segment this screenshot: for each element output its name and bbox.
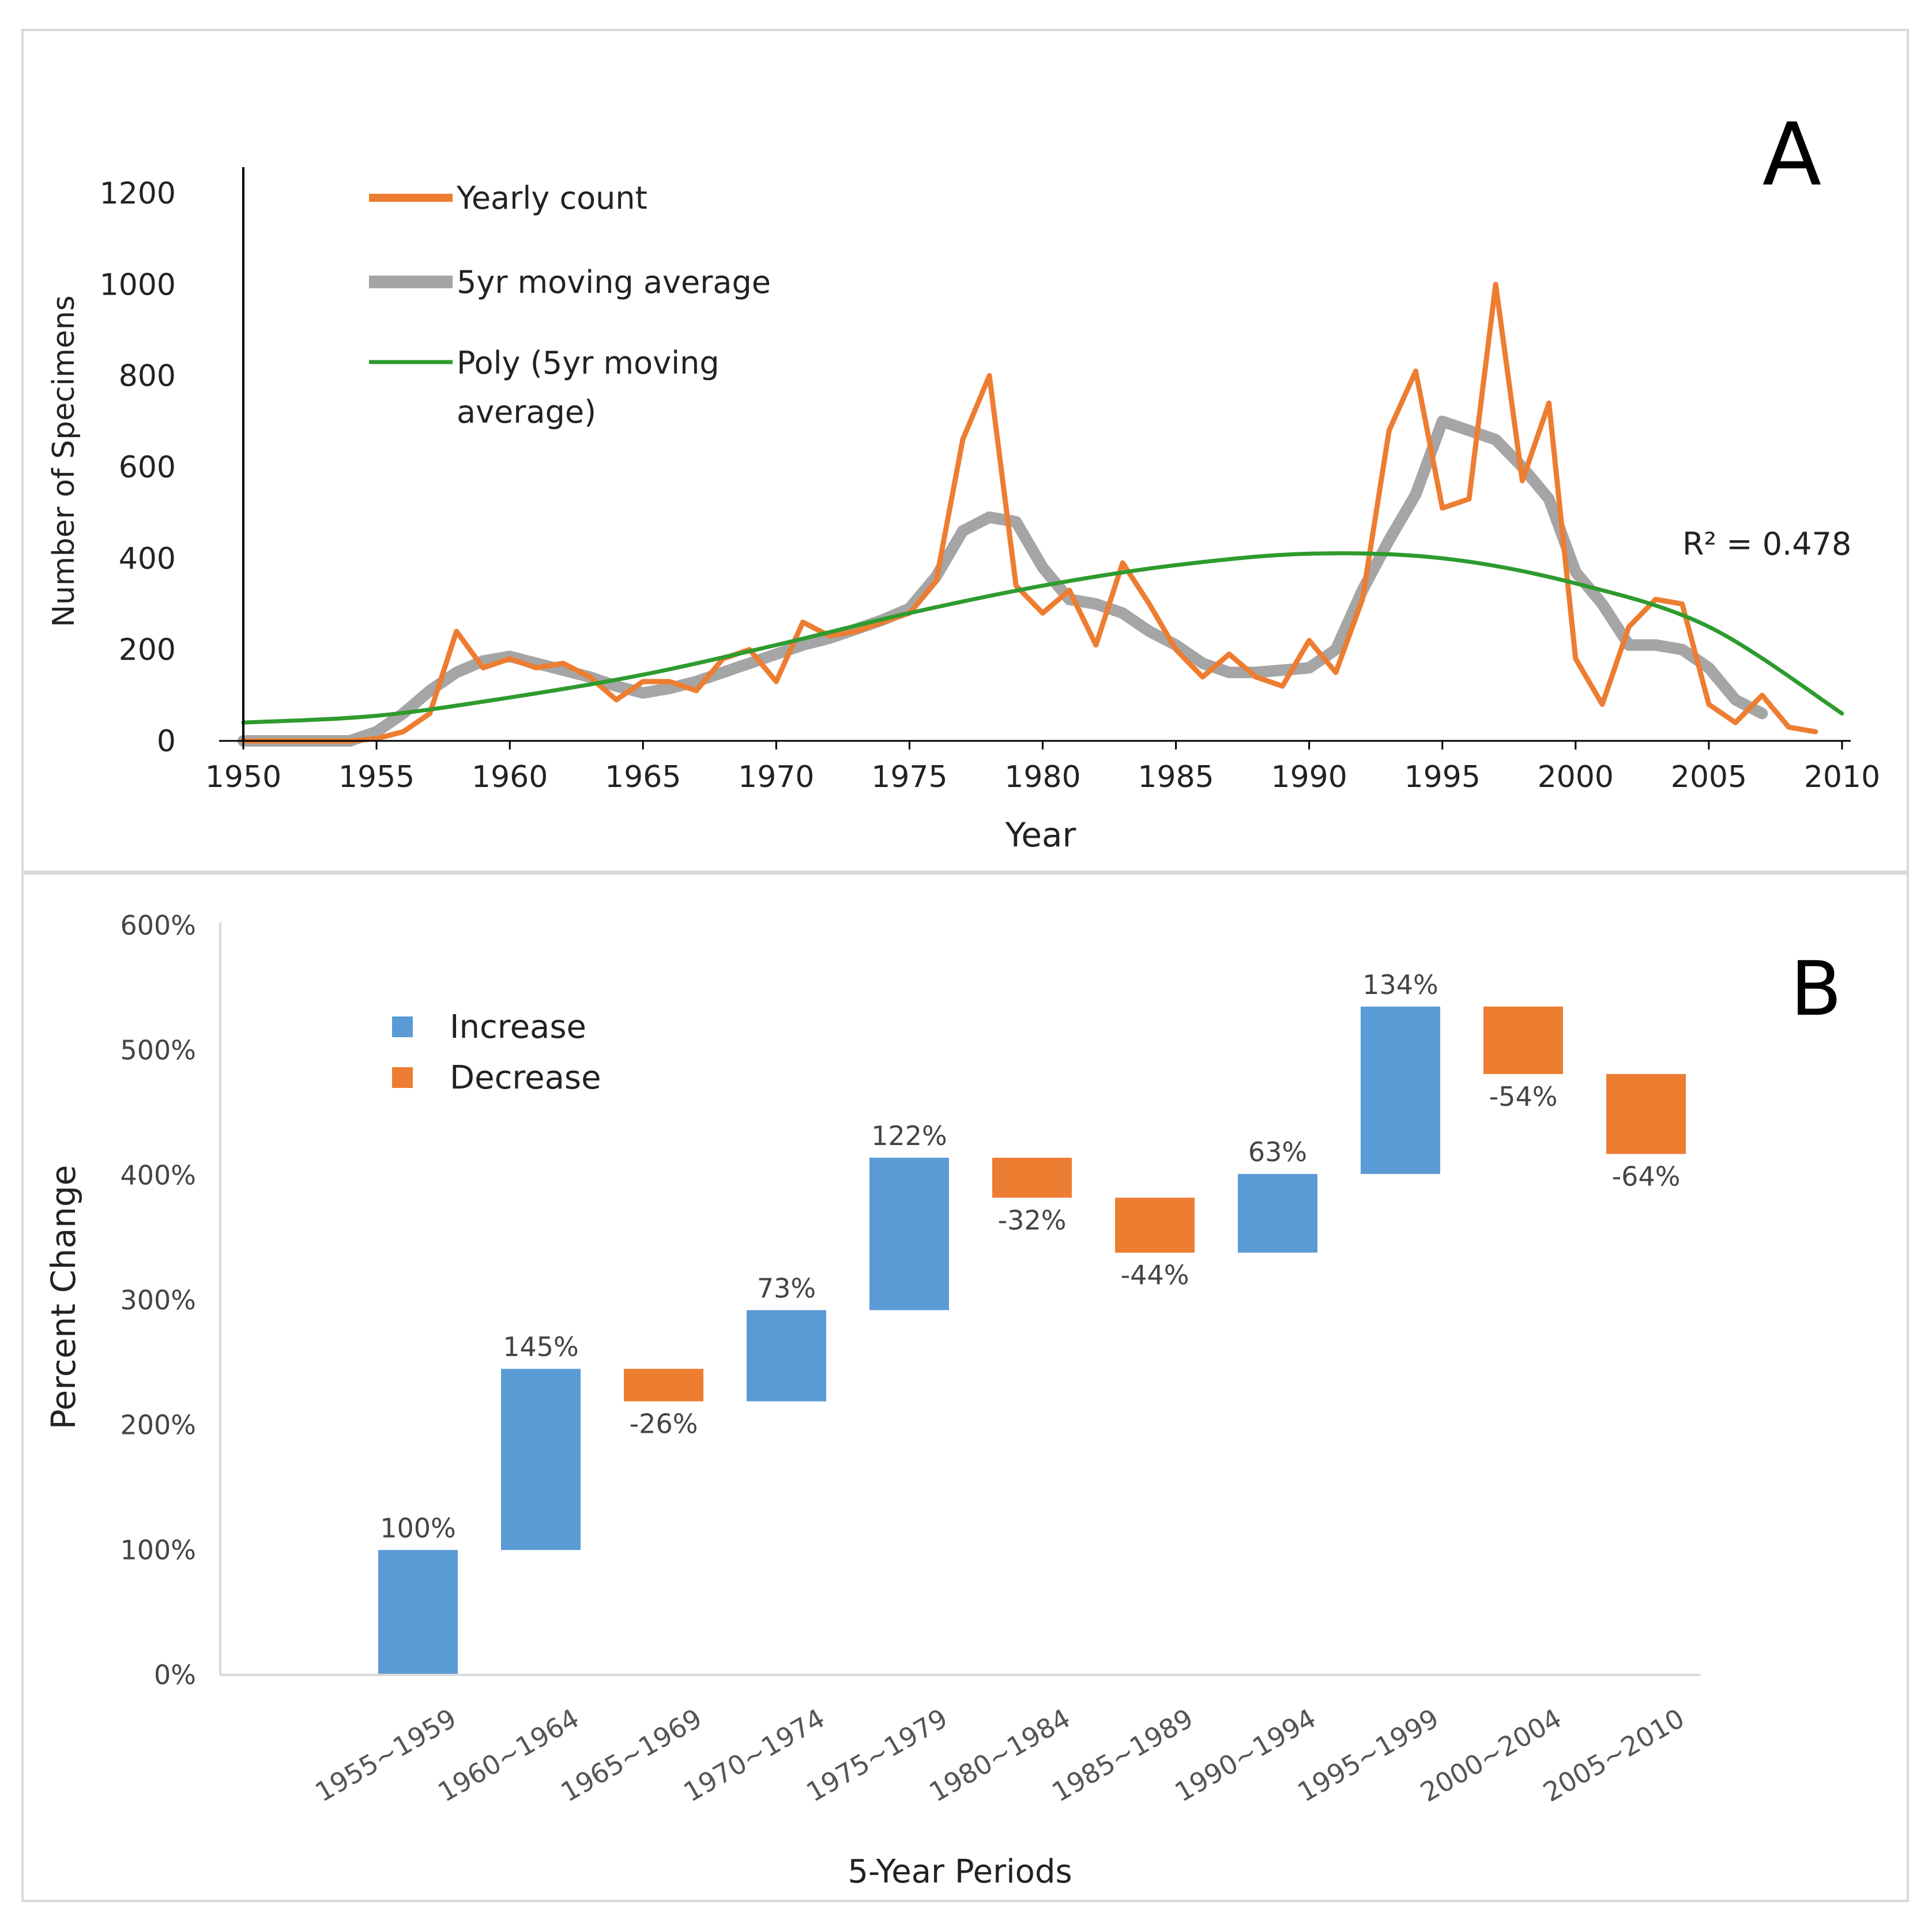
bar-1995~1999 xyxy=(1361,1006,1440,1174)
y-tick-label: 0 xyxy=(157,724,176,759)
bar-2005~2010 xyxy=(1606,1074,1686,1154)
x-tick-label: 2010 xyxy=(1804,760,1880,794)
legend-label-moving-average: 5yr moving average xyxy=(457,264,771,300)
x-tick-label: 1990 xyxy=(1271,760,1347,794)
legend-swatch-increase xyxy=(392,1016,413,1037)
bar-2000~2004 xyxy=(1483,1006,1563,1074)
bar-1965~1969 xyxy=(624,1369,703,1402)
bar-data-label: 73% xyxy=(757,1272,816,1304)
y-tick-label: 500% xyxy=(120,1035,196,1066)
x-tick-label: 1960 xyxy=(472,760,548,794)
y-tick-label: 1000 xyxy=(100,268,176,302)
y-tick-label: 400% xyxy=(120,1159,196,1191)
series-line-poly-trend xyxy=(241,551,1844,725)
y-tick-label: 400 xyxy=(119,541,176,576)
bar-1960~1964 xyxy=(501,1369,581,1550)
legend-label-yearly-count: Yearly count xyxy=(456,180,647,216)
bar-data-label: -44% xyxy=(1121,1260,1189,1291)
panel-b-x-axis-title: 5-Year Periods xyxy=(848,1853,1072,1891)
panel-a-legend: Yearly count 5yr moving average Poly (5y… xyxy=(369,180,771,430)
x-tick-label: 1955 xyxy=(338,760,415,794)
bar-data-label: 122% xyxy=(871,1120,947,1151)
series-line-yearly-count xyxy=(240,281,1818,744)
y-tick-label: 300% xyxy=(120,1285,196,1316)
x-tick-label: 1985 xyxy=(1138,760,1214,794)
legend-label-poly-line2: average) xyxy=(457,394,596,430)
x-tick-label: 1995 xyxy=(1404,760,1481,794)
panel-b-label: B xyxy=(1790,945,1841,1033)
bar-1980~1984 xyxy=(992,1158,1072,1198)
legend-label-increase: Increase xyxy=(450,1008,586,1046)
x-tick-label: 1950 xyxy=(205,760,281,794)
panel-b-legend: Increase Decrease xyxy=(392,1008,601,1097)
y-tick-label: 200% xyxy=(120,1410,196,1441)
panel-a-y-tick-labels: 0 200 400 600 800 1000 1200 xyxy=(100,176,176,759)
legend-label-decrease: Decrease xyxy=(450,1059,601,1097)
x-tick-label: 1965 xyxy=(605,760,681,794)
panel-b-data-labels: 100% 145% -26% 73% 122% -32% -44% 63% 134% -54% -6… xyxy=(380,969,1680,1543)
y-tick-label: 100% xyxy=(120,1534,196,1565)
bar-1955~1959 xyxy=(378,1550,458,1675)
bar-data-label: -54% xyxy=(1489,1081,1558,1112)
panel-a-y-axis-title: Number of Specimens xyxy=(47,295,81,627)
bar-data-label: -64% xyxy=(1612,1161,1681,1192)
panel-a-label: A xyxy=(1762,105,1822,205)
panel-a-x-tick-labels: 1950 1955 1960 1965 1970 1975 1980 1985 1990 1995… xyxy=(205,741,1880,794)
panel-b-frame xyxy=(21,872,1909,1902)
bar-data-label: 134% xyxy=(1362,969,1438,1000)
y-tick-label: 200 xyxy=(119,633,176,668)
x-tick-label: 1980 xyxy=(1004,760,1080,794)
panel-a-r-squared: R² = 0.478 xyxy=(1682,526,1851,562)
y-tick-label: 600 xyxy=(119,450,176,485)
bar-data-label: -32% xyxy=(998,1204,1067,1236)
panel-b-y-axis-title: Percent Change xyxy=(44,1165,83,1430)
x-tick-label: 1975 xyxy=(871,760,947,794)
panel-b-y-tick-labels: 0% 100% 200% 300% 400% 500% 600% xyxy=(120,910,196,1690)
y-tick-label: 600% xyxy=(120,910,196,941)
bar-1975~1979 xyxy=(869,1158,949,1311)
legend-swatch-decrease xyxy=(392,1067,413,1088)
legend-label-poly-line1: Poly (5yr moving xyxy=(457,345,720,381)
bar-data-label: 63% xyxy=(1248,1136,1307,1168)
y-tick-label: 0% xyxy=(154,1659,196,1690)
panel-a-x-axis-title: Year xyxy=(1005,815,1076,854)
panel-b-bars xyxy=(378,1006,1686,1675)
x-tick-label: 2005 xyxy=(1671,760,1747,794)
bar-1990~1994 xyxy=(1238,1174,1317,1253)
x-tick-label: 1970 xyxy=(738,760,814,794)
bar-1970~1974 xyxy=(747,1310,826,1402)
y-tick-label: 1200 xyxy=(100,176,176,211)
panel-a-series xyxy=(238,281,1844,747)
y-tick-label: 800 xyxy=(119,359,176,394)
panel-a-frame xyxy=(21,29,1909,873)
bar-1985~1989 xyxy=(1115,1198,1195,1253)
bar-data-label: 100% xyxy=(380,1512,456,1543)
x-tick-label: 2000 xyxy=(1538,760,1614,794)
bar-data-label: -26% xyxy=(630,1409,698,1440)
bar-data-label: 145% xyxy=(503,1331,579,1362)
